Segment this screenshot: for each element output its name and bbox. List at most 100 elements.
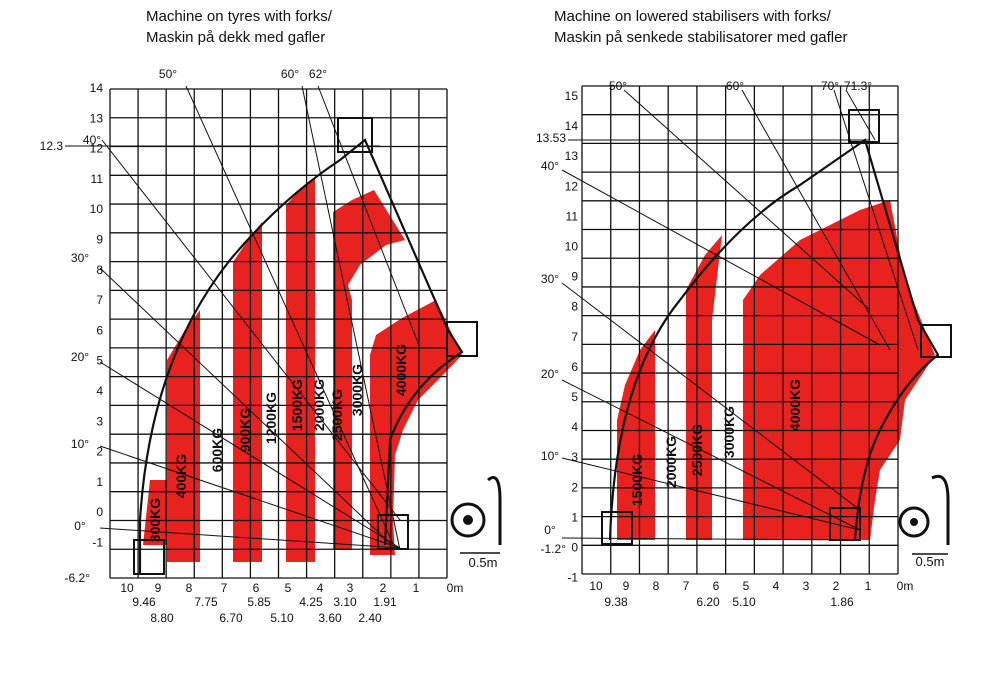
angle-label: 30° [541,272,559,286]
angle-line [101,139,401,521]
reach-mark: 6.20 [696,595,720,609]
load-zone [286,178,315,562]
fork-carriage-top [848,109,880,143]
x-tick-label: 1 [413,581,420,595]
reach-mark: 1.91 [373,595,397,609]
x-tick-label: 9 [623,579,630,593]
angle-label: 10° [541,449,559,463]
x-tick-label: 8 [653,579,660,593]
left-title-en: Machine on tyres with forks/ [146,8,332,25]
load-zone [233,222,262,562]
angle-label: 50° [609,79,627,93]
reach-mark: 9.38 [604,595,628,609]
load-label: 1500KG [289,379,305,431]
reach-mark: 5.85 [247,595,271,609]
y-tick-label: 2 [96,445,103,459]
x-tick-label: 7 [221,581,228,595]
load-zone [333,190,405,550]
x-tick-label: 0m [897,579,914,593]
angle-line [185,85,396,549]
x-tick-label: 3 [803,579,810,593]
y-tick-label: 14 [565,119,579,133]
min-angle-callout: -6.2° [65,571,91,585]
y-tick-label: 0 [571,541,578,555]
reach-mark: 8.80 [150,611,174,625]
load-label: 1200KG [263,392,279,444]
load-label: 300KG [147,498,163,542]
x-tick-label: 6 [713,579,720,593]
reach-mark: 3.60 [318,611,342,625]
reach-mark: 5.10 [732,595,756,609]
x-tick-label: 7 [683,579,690,593]
reach-mark: 5.10 [270,611,294,625]
load-label: 4000KG [787,379,803,431]
right-title-en: Machine on lowered stabilisers with fork… [554,8,831,25]
tyre-tread-icon [931,474,950,545]
angle-label: 40° [83,133,101,147]
angle-line [99,445,401,549]
y-tick-label: 4 [96,384,103,398]
load-zone [167,310,200,562]
max-height-callout: 13.53 [536,131,566,145]
angle-line [741,89,891,351]
angle-label: 10° [71,437,89,451]
angle-label: 30° [71,251,89,265]
load-label: 2500KG [329,389,345,441]
load-label: 900KG [237,408,253,452]
y-tick-label: 7 [96,293,103,307]
fork-carriage-top [337,117,373,153]
y-tick-label: 7 [571,330,578,344]
reach-envelope [138,138,464,575]
y-tick-label: 9 [96,233,103,247]
right-chart-title: Machine on lowered stabilisers with fork… [554,6,847,48]
load-label: 2000KG [311,379,327,431]
y-tick-label: -1 [567,571,578,585]
y-tick-label: 13 [565,149,579,163]
angle-line [99,527,401,549]
x-tick-label: 5 [285,581,292,595]
left-title-no: Maskin på dekk med gafler [146,29,326,46]
y-tick-label: 6 [96,323,103,337]
angle-line [561,282,861,511]
load-label: 3000KG [721,406,737,458]
scale-label: 0.5m [916,554,945,569]
load-label: 4000KG [393,344,409,396]
x-tick-label: 4 [317,581,324,595]
angle-line [561,537,861,541]
angle-line [623,89,871,311]
max-height-callout: 12.3 [40,139,64,153]
angle-line [99,267,396,549]
fork-carriage-bottom [377,514,409,550]
y-tick-label: 8 [96,263,103,277]
reach-mark: 1.86 [830,595,854,609]
fork-carriage-left [133,539,165,575]
y-tick-label: 2 [571,480,578,494]
x-tick-label: 0m [447,581,464,595]
angle-line [845,89,876,141]
reach-mark: 9.46 [132,595,156,609]
y-tick-label: 3 [96,414,103,428]
y-tick-label: 4 [571,420,578,434]
load-zone [686,235,722,540]
scale-label: 0.5m [469,555,498,570]
load-label: 600KG [209,428,225,472]
y-tick-label: 12 [565,179,579,193]
y-tick-label: 1 [96,475,103,489]
x-tick-label: 10 [120,581,134,595]
y-tick-label: 12 [90,142,104,156]
angle-line [561,169,881,346]
x-tick-label: 2 [833,579,840,593]
load-zone [143,480,168,545]
y-tick-label: 10 [565,240,579,254]
y-tick-label: 3 [571,450,578,464]
y-tick-label: 6 [571,360,578,374]
angle-line [99,361,401,549]
reach-mark: 4.25 [299,595,323,609]
angle-label: 50° [159,67,177,81]
y-tick-label: 5 [571,390,578,404]
fork-carriage-right [446,321,478,357]
x-tick-label: 4 [773,579,780,593]
x-tick-label: 5 [743,579,750,593]
